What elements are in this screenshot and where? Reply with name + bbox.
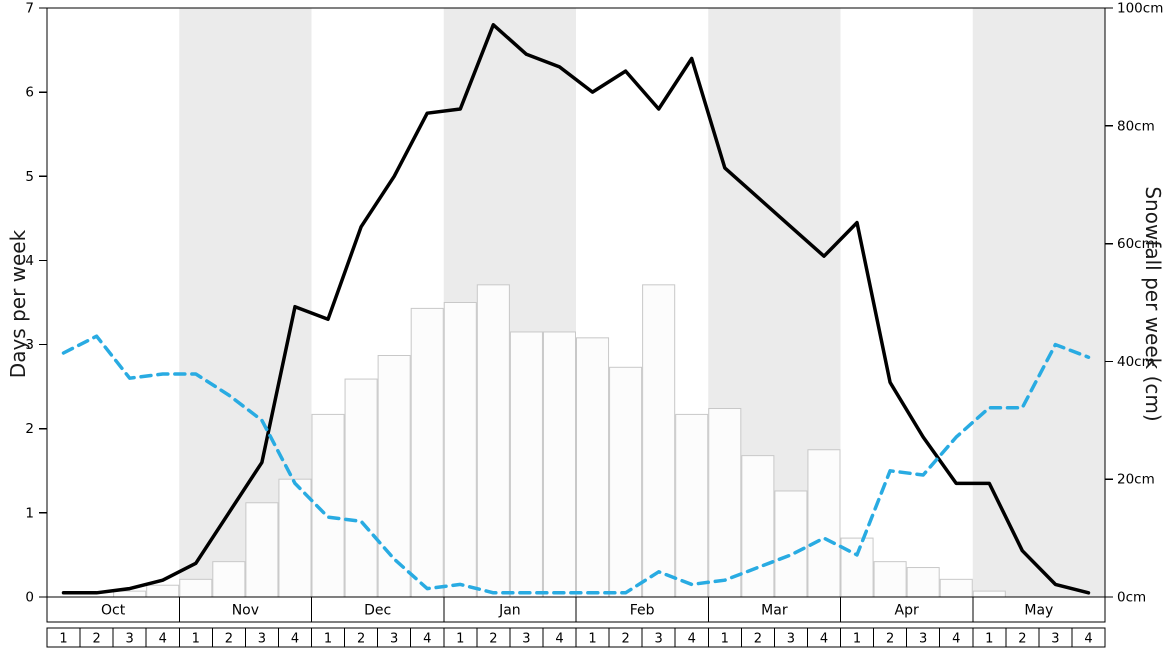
snowfall-bar — [212, 561, 246, 598]
month-cell-Mar — [707, 596, 841, 623]
snowfall-bar — [410, 307, 444, 598]
week-label: 4 — [1084, 632, 1092, 647]
snowfall-bar — [113, 590, 147, 598]
week-label: 4 — [688, 632, 696, 647]
right-tick-label: 100cm — [1117, 1, 1163, 17]
snowfall-bar — [840, 537, 874, 598]
month-cell-Nov — [178, 596, 312, 623]
month-cell-Apr — [840, 596, 974, 623]
left-tick-label: 0 — [25, 590, 34, 606]
snowfall-bar — [443, 302, 477, 598]
week-label: 2 — [225, 632, 233, 647]
snowfall-bar — [576, 337, 610, 598]
snowfall-bar — [245, 502, 279, 598]
week-label: 1 — [853, 632, 861, 647]
snowfall-bar — [377, 355, 411, 598]
week-label: 4 — [820, 632, 828, 647]
week-label: 3 — [787, 632, 795, 647]
week-label: 2 — [886, 632, 894, 647]
week-label: 1 — [324, 632, 332, 647]
week-label: 3 — [655, 632, 663, 647]
week-label: 1 — [588, 632, 596, 647]
month-label: Jan — [498, 603, 521, 619]
week-label: 1 — [985, 632, 993, 647]
month-cell-May — [972, 596, 1106, 623]
month-label: Oct — [101, 603, 126, 619]
snowfall-bar — [807, 449, 841, 598]
black-line-days — [61, 23, 1091, 595]
left-tick-label: 5 — [25, 169, 34, 185]
left-tick-label: 7 — [25, 1, 34, 17]
month-cell-Jan — [443, 596, 577, 623]
week-label: 1 — [59, 632, 67, 647]
week-label: 1 — [192, 632, 200, 647]
snowfall-bar — [278, 478, 312, 598]
month-label: Apr — [895, 603, 919, 619]
week-label: 4 — [291, 632, 299, 647]
snowfall-bar — [146, 584, 180, 598]
snowfall-bar — [708, 408, 742, 598]
right-axis-title: Snowfall per week (cm) — [1141, 186, 1165, 422]
week-label: 2 — [92, 632, 100, 647]
left-tick-label: 1 — [25, 505, 34, 521]
week-label: 2 — [357, 632, 365, 647]
snowfall-bar — [344, 378, 378, 598]
snowfall-bar — [179, 578, 213, 598]
right-tick-label: 80cm — [1117, 118, 1155, 134]
week-label: 2 — [754, 632, 762, 647]
snowfall-bar — [675, 413, 709, 598]
snowfall-bar — [542, 331, 576, 598]
week-label: 3 — [522, 632, 530, 647]
week-label: 3 — [919, 632, 927, 647]
week-label: 3 — [390, 632, 398, 647]
month-band-May — [972, 8, 1105, 597]
right-tick-label: 40cm — [1117, 354, 1155, 370]
left-tick-label: 6 — [25, 85, 34, 101]
week-label: 4 — [952, 632, 960, 647]
week-label: 4 — [159, 632, 167, 647]
week-label: 3 — [258, 632, 266, 647]
left-tick-label: 2 — [25, 421, 34, 437]
week-label: 1 — [456, 632, 464, 647]
snowfall-bar — [642, 284, 676, 598]
snowfall-bar — [939, 578, 973, 598]
blue-dashed-line-days — [61, 334, 1091, 595]
week-label: 4 — [423, 632, 431, 647]
week-label: 3 — [126, 632, 134, 647]
month-label: Mar — [761, 603, 788, 619]
week-label: 2 — [621, 632, 629, 647]
left-axis-title: Days per week — [6, 229, 30, 379]
snowfall-bar — [476, 284, 510, 598]
snowfall-bar — [741, 455, 775, 598]
month-label: May — [1024, 603, 1053, 619]
week-label: 2 — [1018, 632, 1026, 647]
right-tick-label: 20cm — [1117, 472, 1155, 488]
right-tick-label: 60cm — [1117, 236, 1155, 252]
month-label: Dec — [364, 603, 391, 619]
snowfall-bar — [609, 366, 643, 598]
snowfall-bar — [774, 490, 808, 598]
month-label: Nov — [232, 603, 259, 619]
snowfall-bar — [509, 331, 543, 598]
month-cell-Dec — [311, 596, 445, 623]
left-tick-label: 3 — [25, 337, 34, 353]
month-label: Feb — [630, 603, 655, 619]
snowfall-bar — [873, 561, 907, 598]
right-tick-label: 0cm — [1117, 590, 1146, 606]
week-label: 1 — [721, 632, 729, 647]
week-cell — [1071, 627, 1106, 648]
week-label: 2 — [489, 632, 497, 647]
snowfall-bar — [906, 567, 940, 598]
week-label: 3 — [1051, 632, 1059, 647]
week-label: 4 — [555, 632, 563, 647]
left-tick-label: 4 — [25, 253, 34, 269]
snowfall-bar — [972, 590, 1006, 598]
